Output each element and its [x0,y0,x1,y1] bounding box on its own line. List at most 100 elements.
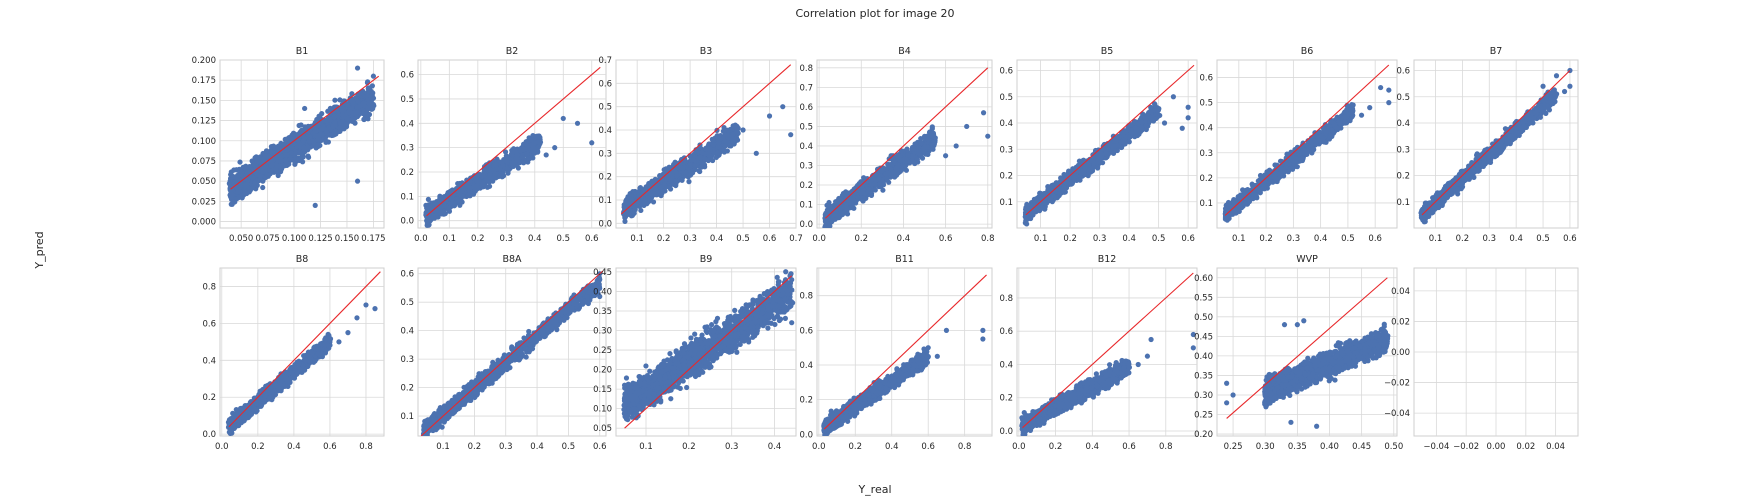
scatter-point [296,122,302,129]
scatter-point [678,156,685,163]
y-tick-label: 0.5 [799,122,813,132]
scatter-point [434,201,440,207]
x-tick-label: 0.5 [736,234,750,244]
scatter-point [232,174,239,180]
x-tick-label: 0.125 [308,234,332,244]
scatter-point [710,141,716,148]
scatter-point [648,191,654,197]
x-tick-label: 0.050 [229,234,253,244]
scatter-point [347,106,353,112]
scatter-point [446,208,453,214]
scatter-points [620,64,794,225]
scatter-point [270,150,276,156]
scatter-point [317,128,323,134]
scatter-point [891,174,898,180]
scatter-point [734,125,740,131]
scatter-point [269,158,275,165]
x-tick-label: 0.075 [255,234,279,244]
scatter-point [526,138,532,144]
scatter-point [638,207,644,214]
scatter-point [985,133,991,139]
scatter-point [505,168,511,174]
scatter-point [515,165,521,171]
scatter-point [943,153,949,159]
y-tick-label: 0.2 [999,172,1013,182]
scatter-point [494,166,500,172]
y-tick-label: 0.6 [999,67,1013,77]
subplot-title: B3 [700,46,713,57]
scatter-point [714,150,721,156]
x-tick-label: 0.0 [812,234,826,244]
y-tick-label: 0.0 [799,220,813,230]
subplot-title: B4 [898,46,911,57]
scatter-point [268,163,274,169]
scatter-point [826,204,833,210]
y-tick-label: 0.5 [598,103,612,113]
y-tick-label: 0.6 [799,103,813,113]
scatter-point [964,123,970,130]
scatter-point [509,151,515,157]
x-tick-label: 0.0 [414,234,428,244]
y-tick-label: 0.075 [192,157,216,167]
scatter-point [885,170,891,176]
y-tick-label: 0.3 [400,144,414,154]
scatter-point [880,187,886,193]
scatter-point [697,154,704,160]
scatter-point [227,192,233,198]
scatter-point [912,160,918,167]
scatter-point [917,152,924,159]
scatter-point [264,172,270,178]
scatter-point [313,133,320,139]
identity-line [620,64,792,215]
scatter-point [517,147,524,154]
scatter-point [249,158,255,164]
scatter-point [843,189,849,195]
scatter-point [302,105,308,112]
scatter-point [351,110,357,116]
scatter-point [361,116,367,123]
scatter-point [830,217,836,223]
y-tick-label: 0.5 [400,95,414,105]
scatter-point [468,185,474,191]
scatter-point [367,85,373,91]
scatter-point [354,104,360,110]
scatter-point [520,154,526,160]
scatter-point [840,193,847,199]
scatter-point [780,104,786,110]
scatter-point [692,162,698,169]
scatter-point [866,186,872,192]
scatter-point [918,140,924,146]
scatter-point [260,169,266,175]
x-tick-label: 0.3 [500,234,514,244]
scatter-point [235,189,241,195]
scatter-point [846,200,852,206]
x-tick-label: 0.6 [763,234,777,244]
scatter-point [637,184,644,191]
y-tick-label: 0.8 [799,64,813,74]
scatter-point [500,162,506,168]
scatter-point [485,161,491,167]
scatter-point [924,144,930,150]
scatter-point [497,159,503,165]
scatter-point [250,175,256,181]
scatter-point [317,132,324,138]
scatter-point [733,135,740,141]
subplot-b3: 0.1 0.2 0.3 0.4 0.5 0.6 0.70.00.10.20.30.40.50… [598,46,802,244]
scatter-point [246,189,252,195]
scatter-point [666,183,673,189]
subplot-grid: 0.050 0.075 0.100 0.125 0.150 0.1750.0000.025… [192,46,1579,452]
scatter-point [263,148,270,154]
scatter-point [667,177,674,183]
scatter-point [884,176,890,182]
scatter-point [627,202,633,208]
scatter-point [689,170,696,176]
scatter-point [478,172,484,178]
y-tick-label: 0.7 [799,83,813,93]
scatter-point [366,100,372,106]
y-tick-label: 0.000 [192,218,216,228]
scatter-point [510,160,516,166]
y-tick-label: 0.125 [192,117,216,127]
figure-ylabel: Y_pred [33,231,46,269]
scatter-point [889,156,896,163]
y-tick-label: 0.0 [400,217,414,227]
